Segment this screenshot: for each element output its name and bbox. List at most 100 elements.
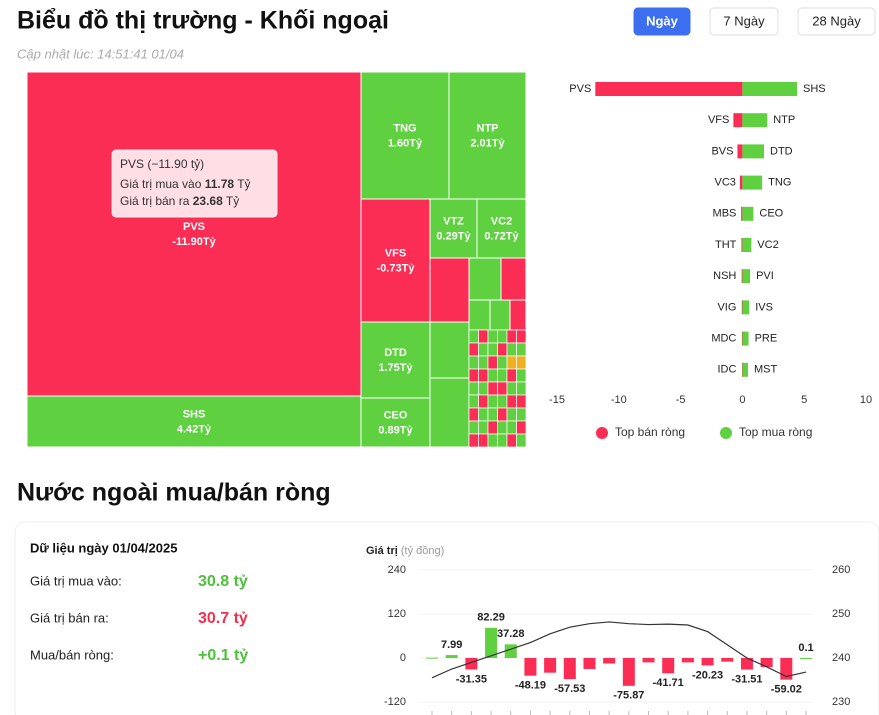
- bar: [504, 644, 517, 658]
- bar: [595, 82, 743, 96]
- cell-label: DTD: [384, 347, 407, 359]
- bar-label: CEO: [759, 208, 783, 220]
- small-cell: [506, 433, 517, 448]
- bar: [741, 269, 743, 284]
- small-cell: [468, 368, 479, 383]
- bar: [622, 658, 635, 686]
- page-title: Biểu đồ thị trường - Khối ngoại: [17, 7, 389, 35]
- treemap-cell: [448, 71, 527, 200]
- summary-value: 30.7 tỷ: [198, 610, 248, 627]
- small-cell: [516, 355, 527, 370]
- chart-title: Giá trị (tỷ đồng): [366, 545, 444, 557]
- small-cell: [478, 329, 489, 344]
- small-cell: [506, 329, 517, 344]
- cell-value: 0.72Tỷ: [484, 230, 519, 242]
- small-cell: [516, 433, 527, 448]
- small-cell: [500, 257, 527, 301]
- bar: [642, 658, 655, 663]
- bar-label: VC3: [715, 177, 736, 189]
- value-label: 82.29: [477, 612, 505, 624]
- value-label: -48.19: [515, 680, 546, 692]
- chart-unit: (tỷ đồng): [401, 545, 444, 557]
- small-cell: [468, 257, 502, 301]
- small-cell: [497, 355, 508, 370]
- bar: [603, 658, 616, 664]
- small-cell: [468, 355, 479, 370]
- small-cell: [429, 321, 470, 379]
- small-cell: [506, 407, 517, 422]
- legend-label[interactable]: Top bán ròng: [615, 425, 685, 439]
- summary-label: Giá trị bán ra:: [30, 610, 109, 625]
- tooltip-label: Giá trị bán ra: [120, 194, 190, 208]
- small-cell: [429, 377, 470, 448]
- bar: [737, 144, 743, 159]
- small-cell: [487, 407, 498, 422]
- small-cell: [468, 433, 479, 448]
- legend-label[interactable]: Top mua ròng: [739, 425, 812, 439]
- cell-label: VTZ: [443, 215, 464, 227]
- cell-label: TNG: [393, 122, 416, 134]
- bar-label: VFS: [708, 114, 729, 126]
- small-cell: [516, 407, 527, 422]
- bar-label: PVS: [569, 83, 591, 95]
- bar: [485, 627, 498, 658]
- bar-label: DTD: [770, 145, 793, 157]
- small-cell: [487, 420, 498, 435]
- bar-label: SHS: [803, 83, 826, 95]
- treemap-cell: [360, 71, 450, 200]
- small-cell: [468, 381, 479, 396]
- range-button-label[interactable]: 7 Ngày: [723, 13, 765, 28]
- bar: [741, 206, 743, 221]
- small-cell: [497, 420, 508, 435]
- small-cell: [468, 420, 479, 435]
- value-label: -75.87: [613, 690, 644, 702]
- cell-value: 1.75Tỷ: [378, 362, 413, 374]
- small-cell: [516, 368, 527, 383]
- treemap-cell: [360, 397, 431, 448]
- legend-marker[interactable]: [596, 427, 608, 439]
- summary-label: Giá trị mua vào:: [30, 573, 122, 588]
- small-cell: [478, 381, 489, 396]
- tooltip-row: Giá trị mua vào 11.78 Tỷ: [120, 177, 251, 191]
- bar: [721, 658, 734, 662]
- small-cell: [516, 329, 527, 344]
- bar: [445, 655, 458, 658]
- bar: [465, 658, 478, 670]
- range-button-label[interactable]: 28 Ngày: [812, 13, 861, 28]
- cell-value: -0.73Tỷ: [377, 262, 416, 274]
- range-button[interactable]: [797, 7, 876, 36]
- small-cell: [487, 342, 498, 357]
- legend-marker[interactable]: [720, 427, 732, 439]
- tooltip-title: PVS (−11.90 tỷ): [120, 157, 204, 171]
- range-button-label[interactable]: Ngày: [646, 13, 679, 28]
- bar-label: NTP: [773, 114, 795, 126]
- summary-label: Mua/bán ròng:: [30, 647, 114, 662]
- small-cell: [478, 394, 489, 409]
- bar: [739, 175, 743, 190]
- bar: [544, 658, 557, 673]
- range-button[interactable]: [633, 7, 691, 36]
- summary-value: +0.1 tỷ: [198, 647, 248, 664]
- bar-label: PRE: [755, 333, 778, 345]
- bar: [741, 300, 743, 315]
- small-cell: [487, 329, 498, 344]
- small-cell: [468, 342, 479, 357]
- treemap-cell: [26, 395, 362, 448]
- x-tick-label: 0: [739, 394, 745, 406]
- bar-label: THT: [715, 239, 737, 251]
- small-cell: [487, 433, 498, 448]
- bar: [701, 658, 714, 666]
- bar-label: VC2: [757, 239, 778, 251]
- bar-label: VIG: [717, 301, 736, 313]
- summary-date: Dữ liệu ngày 01/04/2025: [30, 540, 177, 555]
- small-cell: [487, 394, 498, 409]
- bar-label: IDC: [717, 364, 736, 376]
- value-label: -41.71: [653, 677, 684, 689]
- range-button[interactable]: [709, 7, 779, 36]
- tooltip-label: Giá trị mua vào: [120, 177, 202, 191]
- small-cell: [497, 381, 508, 396]
- cell-label: CEO: [384, 409, 408, 421]
- value-label: -31.51: [731, 673, 762, 685]
- bar-label: PVI: [756, 270, 774, 282]
